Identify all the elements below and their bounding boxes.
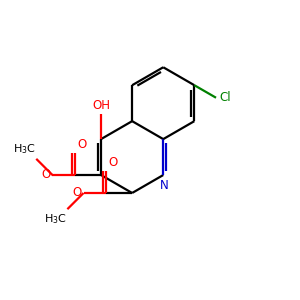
Text: Cl: Cl <box>219 91 231 104</box>
Text: O: O <box>77 139 86 152</box>
Text: H$_3$C: H$_3$C <box>13 142 36 156</box>
Text: O: O <box>42 168 51 181</box>
Text: O: O <box>108 156 117 170</box>
Text: H$_3$C: H$_3$C <box>44 212 68 226</box>
Text: N: N <box>160 178 169 192</box>
Text: OH: OH <box>92 99 110 112</box>
Text: O: O <box>73 186 82 199</box>
